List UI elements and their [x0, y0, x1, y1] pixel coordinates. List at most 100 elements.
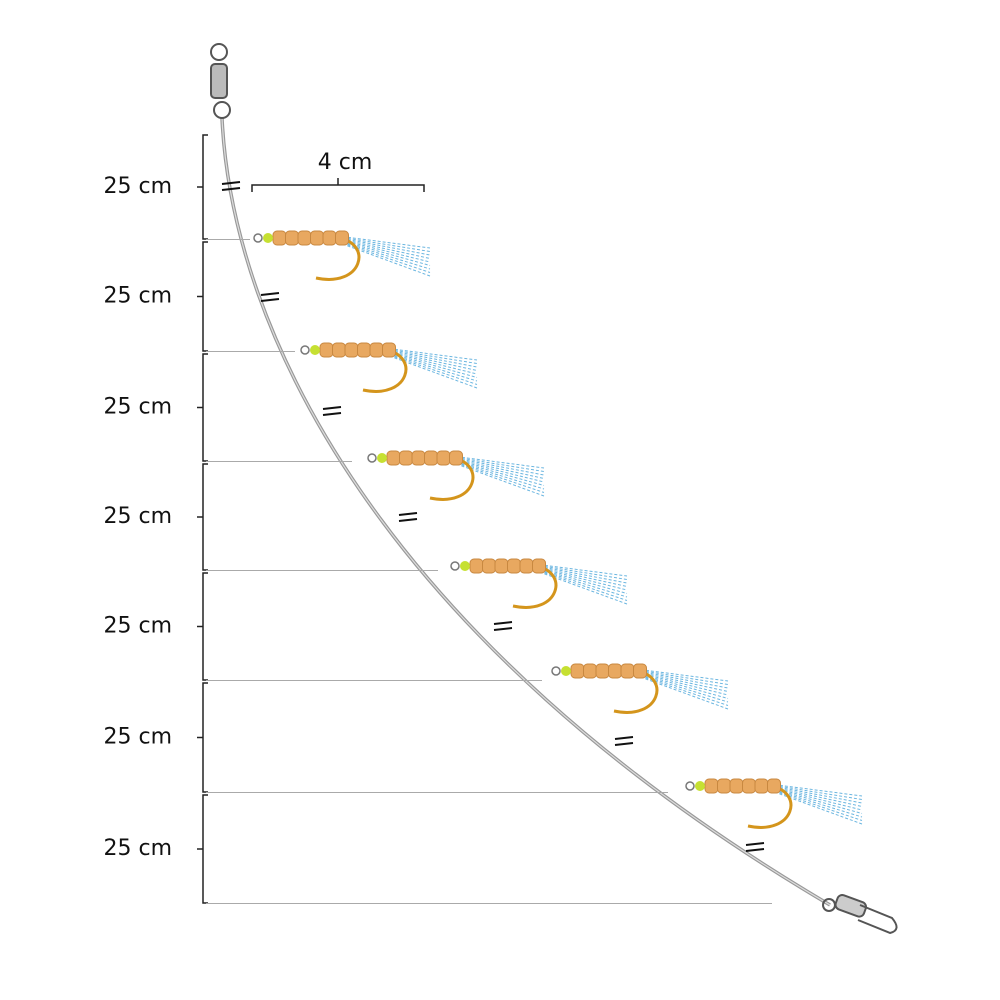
bead [507, 558, 521, 574]
fiber [635, 668, 729, 682]
fiber [337, 236, 431, 252]
bead [449, 450, 463, 466]
bead [633, 663, 647, 679]
hook [551, 663, 729, 714]
bead [482, 558, 496, 574]
fiber [451, 461, 545, 497]
fiber [337, 237, 431, 256]
line-marker [398, 512, 418, 522]
fiber [337, 235, 431, 249]
bead [729, 778, 744, 794]
bead [742, 778, 756, 794]
green-bead [460, 561, 470, 571]
length-bracket [202, 353, 208, 462]
segment-label: 25 cm [103, 836, 172, 861]
fiber [384, 347, 478, 361]
fiber [337, 241, 431, 277]
fiber [769, 785, 863, 807]
bead [494, 558, 509, 574]
bead [297, 230, 312, 246]
segment-label: 25 cm [103, 174, 172, 199]
fiber [769, 784, 863, 800]
hook [685, 778, 863, 829]
length-bracket [202, 682, 208, 793]
bead [335, 230, 349, 246]
line-marker [493, 621, 513, 631]
hook [450, 558, 628, 609]
segment-label: 25 cm [103, 725, 172, 750]
bead [754, 778, 769, 794]
fiber [635, 669, 729, 685]
length-bracket [202, 241, 208, 352]
hook-eye [450, 561, 460, 571]
segment-label: 25 cm [103, 614, 172, 639]
bead [285, 230, 299, 246]
bead [532, 558, 546, 574]
bead [344, 342, 359, 358]
segment-label: 25 cm [103, 284, 172, 309]
bead [767, 778, 781, 794]
fiber [534, 569, 628, 605]
fiber [384, 353, 478, 389]
spacing-label: 4 cm [318, 150, 373, 175]
fiber [635, 670, 729, 692]
bead [357, 342, 371, 358]
bead [436, 450, 451, 466]
hook-eye [551, 666, 561, 676]
bead [369, 342, 384, 358]
main-line-highlight [221, 117, 831, 906]
fiber [384, 348, 478, 364]
bead [411, 450, 426, 466]
fiber [635, 670, 729, 689]
fiber [451, 455, 545, 469]
bead [519, 558, 534, 574]
line-marker [322, 406, 342, 416]
length-bracket [202, 572, 208, 681]
bead [583, 663, 597, 679]
bead [608, 663, 622, 679]
bead [272, 230, 287, 246]
fiber [769, 785, 863, 804]
fiber [337, 237, 431, 259]
bead [322, 230, 337, 246]
hook [367, 450, 545, 501]
hook-eye [367, 453, 377, 463]
segment-label: 25 cm [103, 504, 172, 529]
line-marker [221, 181, 241, 191]
bead [424, 450, 438, 466]
bead [704, 778, 719, 794]
green-bead [263, 233, 273, 243]
hook-eye [253, 233, 263, 243]
hook [300, 342, 478, 393]
green-bead [377, 453, 387, 463]
snap [822, 894, 898, 935]
fiber [534, 565, 628, 584]
fiber [769, 783, 863, 797]
length-bracket [202, 463, 208, 571]
fiber [534, 565, 628, 587]
length-bracket [202, 134, 208, 240]
bead [717, 778, 731, 794]
bead [399, 450, 413, 466]
fiber [534, 564, 628, 580]
bead [386, 450, 401, 466]
bead [620, 663, 635, 679]
hook-eye [300, 345, 310, 355]
bead [570, 663, 585, 679]
green-bead [695, 781, 705, 791]
green-bead [310, 345, 320, 355]
fiber [451, 457, 545, 479]
fiber [384, 349, 478, 368]
line-marker [260, 292, 280, 302]
bead [595, 663, 610, 679]
fiber [451, 457, 545, 476]
green-bead [561, 666, 571, 676]
length-bracket [202, 794, 208, 904]
line-marker [614, 736, 634, 746]
swivel [210, 43, 231, 119]
bead [310, 230, 324, 246]
segment-label: 25 cm [103, 395, 172, 420]
hook [253, 230, 431, 281]
spacing-bracket [251, 178, 425, 192]
